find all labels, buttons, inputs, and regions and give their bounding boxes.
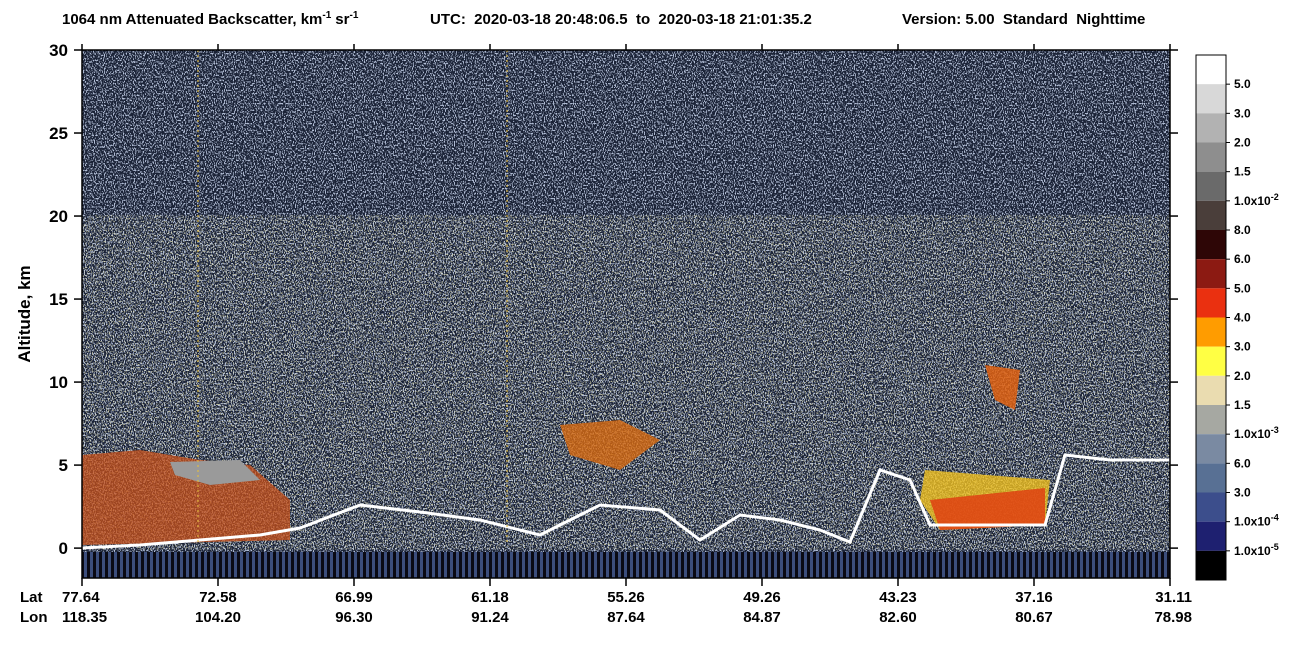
colorbar-label-text: 1.5: [1234, 165, 1251, 179]
colorbar-swatch: [1196, 434, 1226, 464]
x-tick-label: 31.11: [1155, 589, 1192, 606]
colorbar-label-exp: -2: [1271, 192, 1279, 202]
cloud: [560, 420, 660, 470]
colorbar-label: 1.0x10-3: [1234, 425, 1279, 441]
colorbar-label: 6.0: [1234, 252, 1251, 266]
cloud: [170, 460, 260, 485]
title-main: 1064 nm Attenuated Backscatter, km: [62, 11, 322, 28]
colorbar-label-exp: -5: [1271, 542, 1279, 552]
version: Version: 5.00 Standard Nighttime: [902, 11, 1145, 28]
colorbar-label-text: 3.0: [1234, 340, 1251, 354]
title-sup: -1: [322, 10, 331, 21]
colorbar-label-text: 2.0: [1234, 369, 1251, 383]
colorbar-swatch: [1196, 346, 1226, 376]
colorbar-label: 4.0: [1234, 311, 1251, 325]
x-tick-label: 49.26: [743, 589, 781, 606]
colorbar-swatch: [1196, 142, 1226, 172]
colorbar-label-exp: -4: [1271, 513, 1279, 523]
colorbar-swatch: [1196, 230, 1226, 260]
colorbar-swatch: [1196, 113, 1226, 143]
x-row-label: Lon: [20, 609, 48, 626]
x-tick-label: 55.26: [607, 589, 645, 606]
colorbar-label: 3.0: [1234, 340, 1251, 354]
colorbar-swatch: [1196, 200, 1226, 230]
colorbar-swatch: [1196, 550, 1226, 580]
surface-return: [82, 453, 1170, 550]
colorbar-swatch: [1196, 171, 1226, 201]
chart-title: 1064 nm Attenuated Backscatter, km-1 sr-1: [62, 10, 359, 28]
aerosol: [930, 488, 1045, 530]
x-tick-label: 66.99: [335, 589, 373, 606]
colorbar-label-text: 1.0x10: [1234, 194, 1271, 208]
x-tick-label: 72.58: [199, 589, 237, 606]
colorbar-label-text: 5.0: [1234, 281, 1251, 295]
x-tick-label: 82.60: [879, 609, 917, 626]
colorbar-swatch: [1196, 405, 1226, 435]
x-tick-label: 80.67: [1015, 609, 1053, 626]
colorbar-swatch: [1196, 317, 1226, 347]
y-tick-label: 20: [49, 207, 68, 226]
colorbar-label: 8.0: [1234, 223, 1251, 237]
colorbar-swatch: [1196, 463, 1226, 493]
colorbar-label: 1.5: [1234, 165, 1251, 179]
x-tick-label: 104.20: [195, 609, 241, 626]
colorbar-label: 2.0: [1234, 369, 1251, 383]
colorbar-label-text: 3.0: [1234, 486, 1251, 500]
x-tick-label: 91.24: [471, 609, 509, 626]
colorbar-swatch: [1196, 288, 1226, 318]
colorbar-label-text: 1.0x10: [1234, 544, 1271, 558]
colorbar-label: 1.5: [1234, 398, 1251, 412]
x-tick-label: 77.64: [62, 589, 100, 606]
colorbar-label-exp: -3: [1271, 425, 1279, 435]
ground: [82, 552, 1170, 578]
x-tick-label: 118.35: [62, 609, 107, 626]
colorbar-label-text: 6.0: [1234, 252, 1251, 266]
colorbar-label-text: 6.0: [1234, 456, 1251, 470]
colorbar-label-text: 3.0: [1234, 106, 1251, 120]
colorbar-label: 2.0: [1234, 136, 1251, 150]
y-tick-label: 25: [49, 124, 68, 143]
x-tick-label: 43.23: [879, 589, 917, 606]
colorbar-label-text: 1.0x10: [1234, 515, 1271, 529]
colorbar-label: 6.0: [1234, 456, 1251, 470]
x-tick-label: 84.87: [743, 609, 781, 626]
colorbar-swatch: [1196, 375, 1226, 405]
x-tick-label: 37.16: [1015, 589, 1053, 606]
x-tick-label: 78.98: [1154, 609, 1192, 626]
y-axis-label: Altitude, km: [15, 265, 34, 362]
curtain-image: [82, 50, 1170, 578]
colorbar-label: 5.0: [1234, 281, 1251, 295]
x-tick-label: 87.64: [607, 609, 645, 626]
y-tick-label: 5: [59, 456, 68, 475]
x-tick-label: 61.18: [471, 589, 509, 606]
colorbar-swatch: [1196, 259, 1226, 289]
colorbar-label-text: 4.0: [1234, 311, 1251, 325]
colorbar-swatch: [1196, 521, 1226, 551]
colorbar-label-text: 5.0: [1234, 77, 1251, 91]
chart-subtitle: UTC: 2020-03-18 20:48:06.5 to 2020-03-18…: [430, 11, 812, 28]
colorbar-swatch: [1196, 492, 1226, 522]
colorbar-label: 1.0x10-5: [1234, 542, 1279, 558]
colorbar-label: 5.0: [1234, 77, 1251, 91]
y-tick-label: 30: [49, 41, 68, 60]
title-sup: -1: [349, 10, 358, 21]
y-tick-label: 15: [49, 290, 68, 309]
colorbar-swatch: [1196, 55, 1226, 85]
colorbar-label-text: 8.0: [1234, 223, 1251, 237]
x-row-label: Lat: [20, 589, 43, 606]
cloud: [985, 365, 1020, 410]
colorbar-label-text: 1.0x10: [1234, 427, 1271, 441]
y-tick-label: 0: [59, 539, 68, 558]
colorbar-label: 3.0: [1234, 486, 1251, 500]
colorbar-label: 1.0x10-4: [1234, 513, 1279, 529]
colorbar-label-text: 1.5: [1234, 398, 1251, 412]
colorbar-label-text: 2.0: [1234, 136, 1251, 150]
colorbar-label: 3.0: [1234, 106, 1251, 120]
title-unit: sr: [335, 11, 349, 28]
colorbar-swatch: [1196, 84, 1226, 114]
colorbar-label: 1.0x10-2: [1234, 192, 1279, 208]
y-tick-label: 10: [49, 373, 68, 392]
x-tick-label: 96.30: [335, 609, 373, 626]
